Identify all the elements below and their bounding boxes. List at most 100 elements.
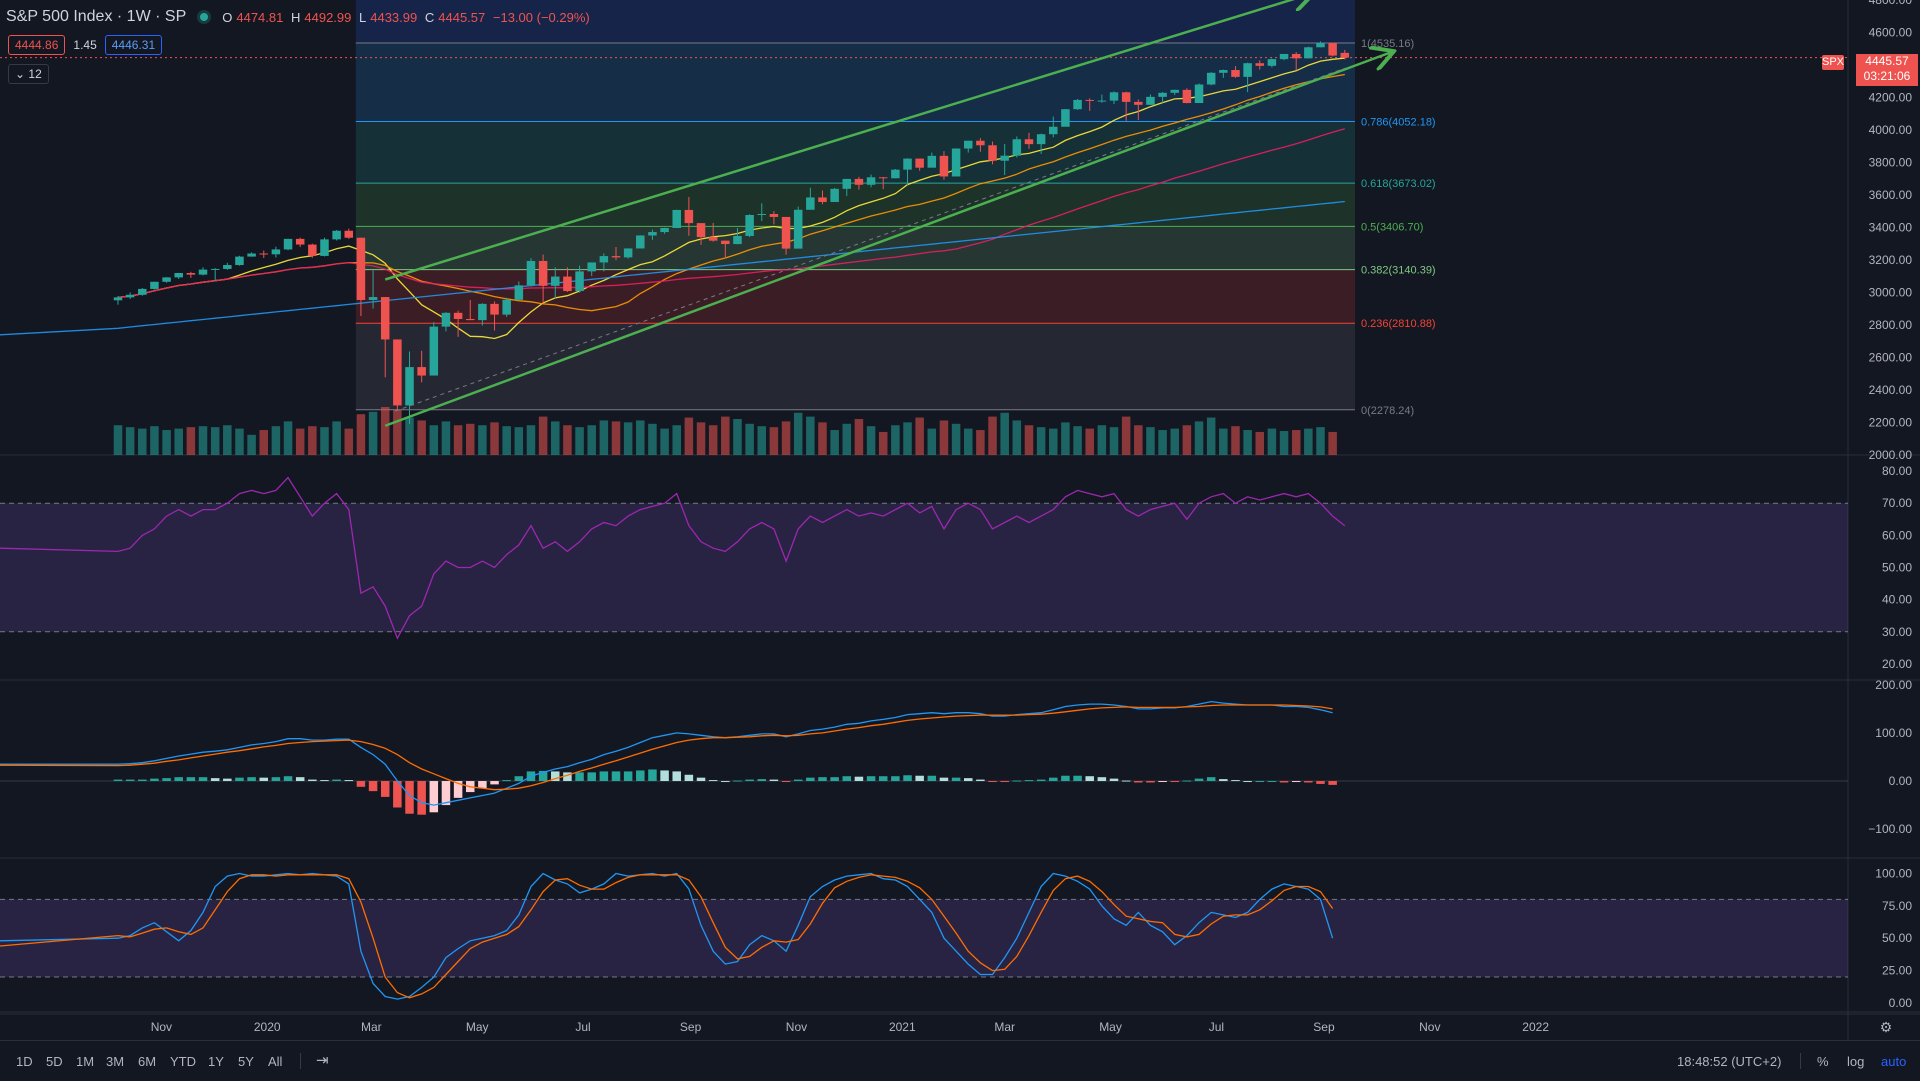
macd-histogram-bar (1024, 780, 1034, 782)
goto-date-icon[interactable]: ⇥ (316, 1052, 329, 1069)
time-tick-label: Sep (1313, 1020, 1335, 1034)
stoch-band (0, 899, 1848, 978)
candle-body (684, 209, 694, 224)
candle-body (490, 303, 499, 315)
price-tick-label: 4200.00 (1869, 91, 1913, 105)
volume-bar (587, 425, 596, 455)
candle-body (320, 239, 329, 256)
rsi-tick-label: 80.00 (1882, 464, 1912, 478)
rsi-tick-label: 50.00 (1882, 561, 1912, 575)
candle-body (1231, 70, 1240, 77)
volume-bar (295, 428, 305, 455)
candle-body (198, 269, 208, 275)
macd-histogram-bar (915, 775, 924, 782)
volume-bar (951, 423, 961, 455)
candle-body (939, 155, 949, 177)
log-toggle[interactable]: log (1847, 1054, 1865, 1069)
volume-bar (502, 426, 511, 455)
toolbar-divider (300, 1053, 301, 1069)
bar-countdown: 03:21:06 (1863, 69, 1911, 83)
candle-body (1109, 92, 1119, 101)
volume-bar (393, 409, 402, 455)
macd-histogram-bar (1219, 779, 1228, 782)
range-1y[interactable]: 1Y (208, 1054, 224, 1069)
range-all[interactable]: All (268, 1054, 283, 1069)
macd-histogram-bar (1061, 775, 1070, 782)
range-5d[interactable]: 5D (46, 1054, 63, 1069)
volume-bar (854, 419, 864, 455)
range-1d[interactable]: 1D (16, 1054, 33, 1069)
candle-body (976, 140, 985, 146)
candle-body (721, 240, 730, 245)
macd-histogram-bar (1000, 781, 1009, 783)
volume-bar (1194, 421, 1204, 455)
macd-histogram-bar (210, 778, 220, 782)
candle-body (1036, 134, 1046, 145)
clock[interactable]: 18:48:52 (UTC+2) (1677, 1054, 1782, 1069)
volume-bar (1158, 430, 1167, 455)
fib-zone (355, 43, 1355, 122)
candle-body (988, 145, 997, 161)
high-value: 4492.99 (304, 9, 352, 25)
price-tick-label: 3800.00 (1869, 156, 1913, 170)
range-5y[interactable]: 5Y (238, 1054, 254, 1069)
macd-histogram-bar (1085, 776, 1094, 782)
stoch-tick-label: 50.00 (1882, 931, 1912, 945)
volume-bar (963, 428, 973, 455)
bid-box[interactable]: 4444.86 (8, 35, 66, 55)
rsi-line (0, 476, 1346, 640)
candle-body (271, 249, 281, 255)
macd-histogram-bar (125, 779, 135, 782)
channel-mid-line (395, 67, 1345, 412)
macd-histogram-bar (1121, 780, 1131, 782)
candle-body (125, 294, 135, 298)
chart-canvas[interactable]: 1(4535.16) 0.786(4052.18) 0.618(3673.02) 0.… (0, 0, 1920, 1040)
macd-histogram-bar (332, 779, 341, 782)
volume-bar (1316, 427, 1325, 455)
macd-histogram-bar (878, 776, 888, 782)
fib-zone (355, 183, 1355, 227)
macd-histogram-bar (976, 779, 985, 782)
close-value: 4445.57 (438, 9, 486, 25)
range-ytd[interactable]: YTD (170, 1054, 196, 1069)
macd-histogram-bar (1097, 777, 1107, 782)
candle-body (380, 297, 390, 340)
macd-histogram-bar (769, 779, 779, 782)
indicator-toggle[interactable]: ⌄ 12 (8, 64, 49, 84)
last-price-tag: 4445.57 03:21:06 (1856, 54, 1918, 86)
volume-bar (223, 425, 232, 455)
volume-bar (138, 428, 147, 455)
macd-histogram-bar (417, 781, 426, 815)
time-tick-label: Mar (361, 1020, 382, 1034)
range-3m[interactable]: 3M (106, 1054, 125, 1069)
candle-body (745, 214, 754, 236)
rsi-tick-label: 30.00 (1882, 625, 1912, 639)
macd-histogram-bar (951, 777, 961, 782)
ask-box[interactable]: 4446.31 (104, 35, 163, 55)
candle-body (210, 268, 220, 270)
volume-bar (721, 416, 730, 455)
macd-histogram-bar (320, 780, 329, 782)
open-label: O (222, 9, 233, 25)
candle-body (478, 303, 487, 321)
macd-histogram-bar (259, 777, 269, 782)
candle-body (1182, 89, 1192, 104)
volume-bar (1049, 428, 1058, 455)
macd-histogram-bar (514, 776, 524, 782)
symbol-header[interactable]: S&P 500 Index · 1W · SP O 4474.81 H 4492.9… (6, 6, 594, 28)
volume-bar (368, 411, 378, 455)
volume-bar (465, 423, 475, 455)
symbol-title[interactable]: S&P 500 Index · 1W · SP (6, 8, 187, 25)
auto-toggle[interactable]: auto (1881, 1054, 1907, 1069)
macd-histogram-bar (235, 777, 244, 782)
volume-bar (769, 427, 779, 455)
macd-histogram-bar (648, 769, 657, 782)
moving-average-line (117, 128, 1345, 299)
rsi-tick-label: 40.00 (1882, 593, 1912, 607)
candle-body (951, 148, 961, 177)
percent-toggle[interactable]: % (1817, 1054, 1829, 1069)
range-6m[interactable]: 6M (138, 1054, 157, 1069)
volume-bar (210, 427, 220, 455)
range-1m[interactable]: 1M (76, 1054, 95, 1069)
candle-body (806, 197, 815, 210)
